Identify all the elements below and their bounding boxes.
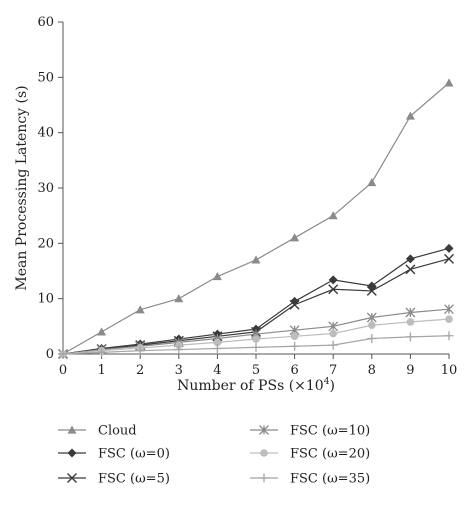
x-axis-title-main: Number of PSs (×10 bbox=[177, 378, 324, 394]
x-tick-label: 5 bbox=[252, 363, 260, 378]
data-point bbox=[328, 321, 339, 332]
legend-label: Cloud bbox=[98, 424, 137, 439]
data-point bbox=[328, 340, 338, 350]
series-1 bbox=[58, 78, 454, 358]
x-tick-label: 8 bbox=[368, 363, 376, 378]
x-axis-title-end: ) bbox=[329, 378, 334, 394]
y-tick-label: 30 bbox=[37, 181, 54, 196]
legend-label: FSC (ω=10) bbox=[290, 424, 370, 439]
legend-label: FSC (ω=20) bbox=[290, 447, 370, 462]
x-tick-label: 2 bbox=[136, 363, 144, 378]
legend-marker-icon bbox=[259, 473, 269, 483]
legend-item: Cloud bbox=[58, 424, 137, 439]
data-point bbox=[212, 272, 222, 281]
data-point bbox=[251, 255, 261, 264]
data-point bbox=[97, 327, 107, 336]
data-point bbox=[406, 318, 415, 326]
data-point bbox=[367, 334, 377, 344]
x-tick-label: 9 bbox=[406, 363, 414, 378]
y-tick-label: 50 bbox=[37, 70, 54, 85]
legend-marker-icon bbox=[67, 425, 77, 434]
data-point bbox=[135, 305, 145, 314]
data-point bbox=[328, 211, 338, 220]
legend-marker-icon bbox=[67, 473, 77, 483]
y-tick-label: 0 bbox=[46, 347, 54, 362]
x-axis-title: Number of PSs (×104) bbox=[177, 377, 335, 394]
y-tick-label: 20 bbox=[37, 236, 54, 251]
legend-label: FSC (ω=35) bbox=[290, 472, 370, 487]
legend-item: FSC (ω=10) bbox=[250, 424, 370, 439]
data-point bbox=[444, 304, 454, 315]
x-tick-label: 4 bbox=[213, 363, 221, 378]
data-point bbox=[405, 254, 415, 264]
data-point bbox=[58, 349, 68, 359]
data-point bbox=[366, 312, 377, 323]
legend-marker-icon bbox=[260, 449, 268, 457]
y-tick-label: 60 bbox=[37, 15, 54, 30]
axes bbox=[62, 22, 449, 355]
series-6 bbox=[58, 331, 454, 359]
x-ticks: 0 1 2 3 4 5 6 7 8 9 10 bbox=[59, 354, 457, 378]
data-point bbox=[366, 285, 377, 296]
y-ticks: 0 10 20 30 40 50 60 bbox=[37, 15, 63, 362]
data-point bbox=[405, 307, 416, 318]
series-line bbox=[62, 82, 450, 355]
x-axis-title-superscript: 4 bbox=[324, 377, 330, 387]
x-tick-label: 0 bbox=[59, 363, 67, 378]
data-point bbox=[405, 264, 416, 275]
x-tick-label: 3 bbox=[175, 363, 183, 378]
data-point bbox=[329, 329, 338, 338]
legend-marker-icon bbox=[259, 425, 269, 435]
legend-label: FSC (ω=5) bbox=[98, 472, 170, 487]
x-tick-label: 1 bbox=[97, 363, 105, 378]
data-point bbox=[328, 284, 339, 295]
legend-item: FSC (ω=35) bbox=[250, 472, 370, 487]
y-tick-label: 40 bbox=[37, 126, 54, 141]
data-point bbox=[367, 177, 377, 187]
x-tick-label: 10 bbox=[441, 363, 458, 378]
data-point bbox=[290, 341, 300, 351]
data-point bbox=[444, 331, 454, 341]
data-point bbox=[290, 233, 300, 242]
data-point bbox=[213, 338, 222, 347]
data-point bbox=[368, 321, 376, 330]
data-point bbox=[252, 335, 260, 343]
data-point bbox=[444, 243, 454, 253]
data-point bbox=[212, 343, 222, 353]
data-point bbox=[444, 78, 454, 87]
data-point bbox=[97, 347, 107, 357]
legend-marker-icon bbox=[67, 448, 77, 458]
legend-item: FSC (ω=5) bbox=[58, 472, 170, 487]
data-point bbox=[328, 275, 338, 285]
y-axis-title: Mean Processing Latency (s) bbox=[14, 85, 30, 290]
x-tick-label: 6 bbox=[290, 363, 298, 378]
data-point bbox=[174, 294, 184, 303]
data-point bbox=[174, 345, 184, 355]
data-point bbox=[445, 315, 453, 323]
legend-item: FSC (ω=20) bbox=[250, 447, 370, 462]
data-point bbox=[405, 332, 415, 342]
x-tick-label: 7 bbox=[329, 363, 337, 378]
data-point bbox=[251, 342, 261, 352]
data-point bbox=[405, 111, 415, 120]
data-point bbox=[135, 346, 145, 356]
data-point bbox=[289, 299, 300, 310]
legend: Cloud FSC (ω=0) FSC (ω=5) FSC (ω=10) FSC (ω=… bbox=[58, 424, 370, 487]
data-point bbox=[444, 253, 454, 264]
y-tick-label: 10 bbox=[37, 292, 54, 307]
series-layer bbox=[58, 78, 454, 359]
legend-label: FSC (ω=0) bbox=[98, 447, 170, 462]
data-point bbox=[290, 332, 299, 341]
legend-item: FSC (ω=0) bbox=[58, 447, 170, 462]
